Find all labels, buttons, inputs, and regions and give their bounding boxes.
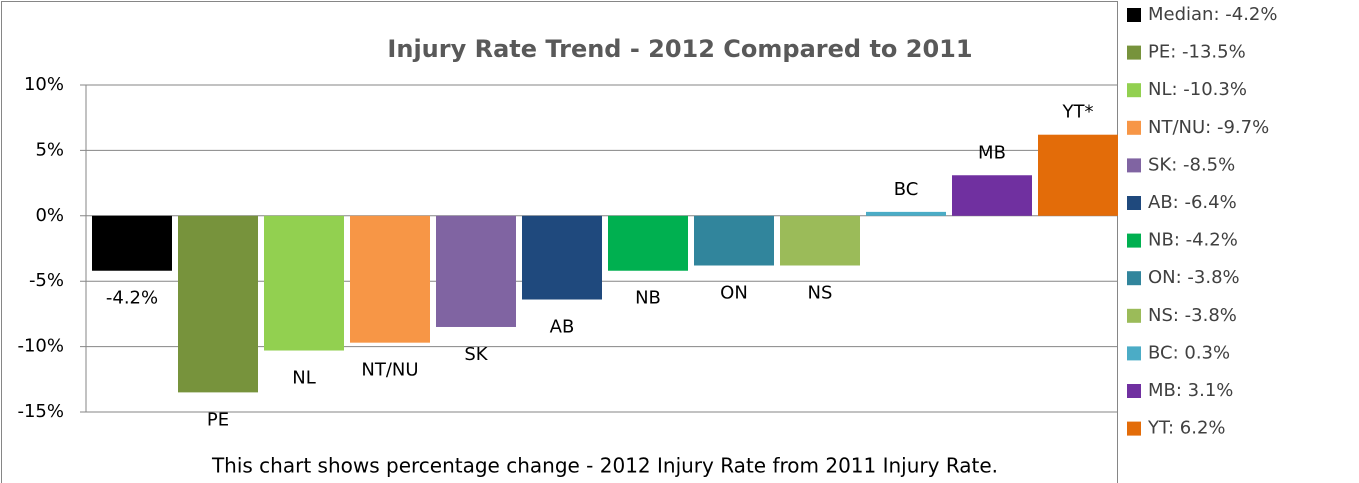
y-tick-label: 10% bbox=[24, 74, 64, 95]
bar bbox=[1038, 134, 1118, 216]
legend-swatch bbox=[1127, 233, 1141, 248]
chart-border bbox=[1, 1, 1118, 483]
data-label: -4.2% bbox=[106, 288, 158, 309]
bar bbox=[264, 215, 344, 351]
bar bbox=[522, 215, 602, 300]
bar bbox=[436, 215, 516, 327]
legend-label: NT/NU: -9.7% bbox=[1148, 117, 1269, 138]
legend-swatch bbox=[1127, 8, 1141, 22]
legend-label: PE: -13.5% bbox=[1148, 42, 1246, 63]
chart-title: Injury Rate Trend - 2012 Compared to 201… bbox=[387, 35, 972, 63]
legend-swatch bbox=[1127, 346, 1141, 361]
legend-swatch bbox=[1127, 45, 1141, 60]
bar bbox=[92, 215, 172, 271]
data-label: PE bbox=[207, 409, 229, 430]
legend-label: AB: -6.4% bbox=[1148, 192, 1237, 213]
y-tick-label: -5% bbox=[29, 270, 64, 291]
bar bbox=[350, 215, 430, 343]
legend-label: MB: 3.1% bbox=[1148, 380, 1233, 401]
y-tick-label: 5% bbox=[35, 139, 64, 160]
bar bbox=[780, 215, 860, 266]
data-label: YT* bbox=[1062, 102, 1094, 123]
legend-label: SK: -8.5% bbox=[1148, 154, 1235, 175]
y-tick-label: -10% bbox=[17, 336, 64, 357]
data-label: BC bbox=[894, 179, 919, 200]
bar bbox=[694, 215, 774, 266]
data-label: AB bbox=[550, 317, 575, 338]
legend-label: ON: -3.8% bbox=[1148, 267, 1240, 288]
legend-label: BC: 0.3% bbox=[1148, 342, 1230, 363]
data-label: ON bbox=[720, 283, 748, 304]
data-label: NB bbox=[635, 288, 661, 309]
y-tick-label: 0% bbox=[35, 205, 64, 226]
data-label: SK bbox=[464, 344, 488, 365]
bar bbox=[608, 215, 688, 271]
data-label: NL bbox=[292, 368, 316, 389]
bar bbox=[866, 211, 946, 216]
legend-swatch bbox=[1127, 120, 1141, 135]
legend-swatch bbox=[1127, 196, 1141, 210]
data-label: NS bbox=[808, 283, 833, 304]
legend-swatch bbox=[1127, 83, 1141, 98]
y-tick-label: -15% bbox=[17, 401, 64, 422]
legend-label: NS: -3.8% bbox=[1148, 305, 1237, 326]
caption: This chart shows percentage change - 201… bbox=[211, 454, 998, 478]
legend-swatch bbox=[1127, 271, 1141, 286]
legend-label: NL: -10.3% bbox=[1148, 79, 1247, 100]
bar bbox=[952, 175, 1032, 216]
legend-swatch bbox=[1127, 308, 1141, 323]
legend-swatch bbox=[1127, 384, 1141, 398]
data-label: NT/NU bbox=[361, 360, 418, 381]
legend-label: Median: -4.2% bbox=[1148, 4, 1277, 25]
legend-swatch bbox=[1127, 158, 1141, 173]
legend-label: YT: 6.2% bbox=[1147, 418, 1226, 439]
legend-label: NB: -4.2% bbox=[1148, 230, 1238, 251]
bar bbox=[178, 215, 258, 393]
legend-swatch bbox=[1127, 421, 1141, 436]
data-label: MB bbox=[978, 142, 1006, 163]
